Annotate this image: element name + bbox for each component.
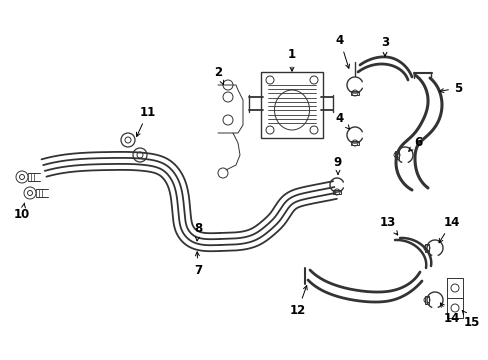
Text: 8: 8 bbox=[193, 221, 202, 241]
Text: 6: 6 bbox=[408, 135, 421, 151]
Bar bbox=[394, 151, 398, 159]
Bar bbox=[350, 91, 358, 95]
Text: 13: 13 bbox=[379, 216, 397, 235]
Bar bbox=[350, 141, 358, 145]
Text: 11: 11 bbox=[136, 105, 156, 136]
Text: 4: 4 bbox=[335, 33, 349, 68]
Text: 7: 7 bbox=[194, 252, 202, 276]
Text: 12: 12 bbox=[289, 285, 306, 316]
Text: 15: 15 bbox=[461, 311, 479, 328]
Text: 14: 14 bbox=[438, 216, 459, 243]
Bar bbox=[332, 190, 340, 194]
Text: 1: 1 bbox=[287, 49, 295, 71]
Text: 9: 9 bbox=[333, 156, 342, 174]
Text: 14: 14 bbox=[440, 303, 459, 324]
Bar bbox=[424, 296, 428, 304]
Text: 4: 4 bbox=[335, 112, 349, 129]
Text: 5: 5 bbox=[439, 81, 461, 94]
Text: 10: 10 bbox=[14, 203, 30, 221]
Bar bbox=[424, 244, 428, 252]
Text: 3: 3 bbox=[380, 36, 388, 56]
Text: 2: 2 bbox=[214, 66, 223, 85]
